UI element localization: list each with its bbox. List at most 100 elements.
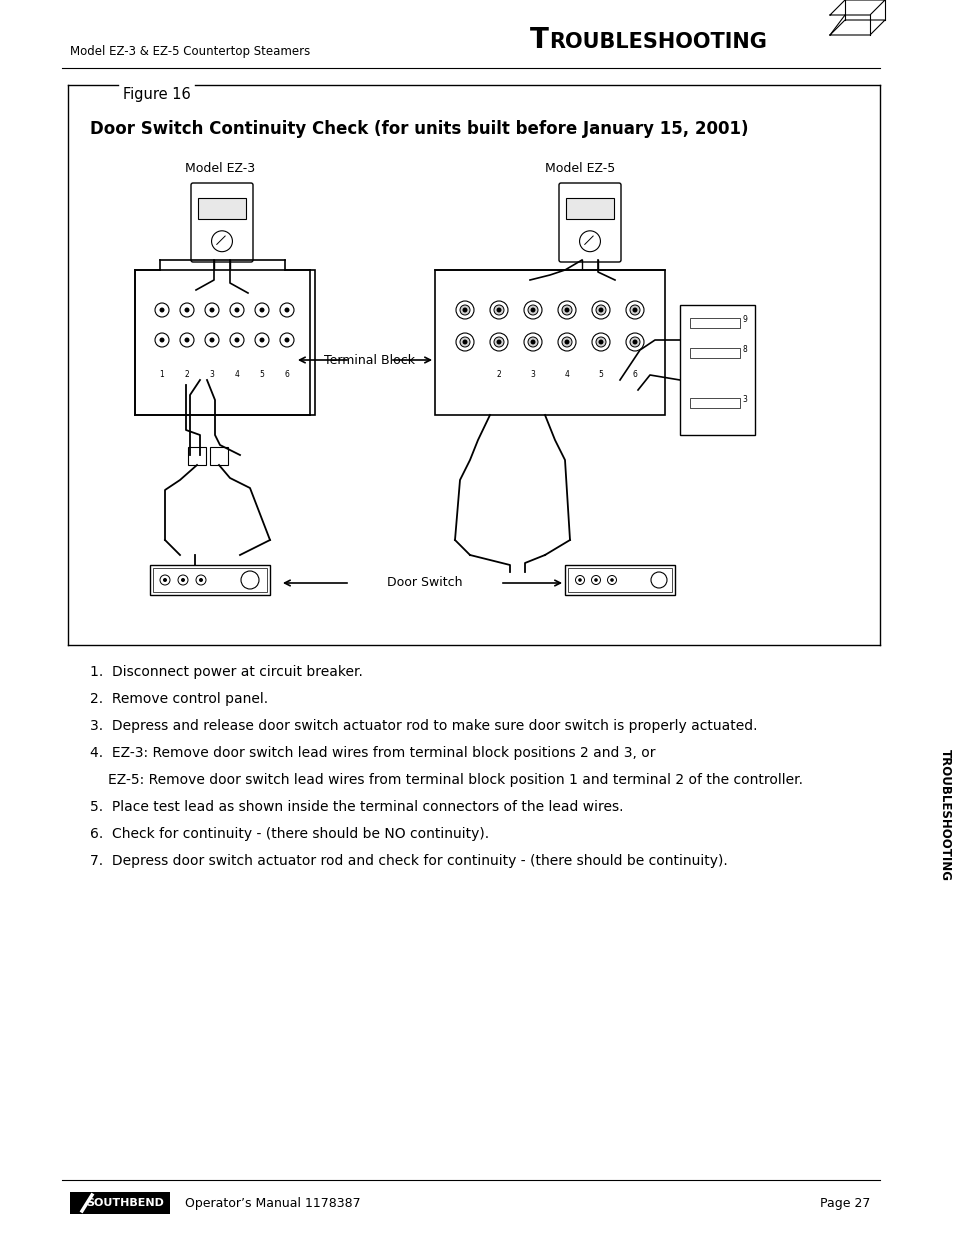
Circle shape — [592, 301, 609, 319]
Circle shape — [178, 576, 188, 585]
Text: 5: 5 — [598, 370, 603, 379]
Bar — [198, 198, 246, 219]
Text: 4: 4 — [234, 370, 239, 379]
Circle shape — [241, 571, 258, 589]
Circle shape — [592, 333, 609, 351]
Circle shape — [210, 337, 214, 342]
Circle shape — [456, 301, 474, 319]
Circle shape — [254, 303, 269, 317]
Circle shape — [530, 340, 535, 345]
Circle shape — [490, 333, 507, 351]
Bar — [565, 198, 614, 219]
Text: 8: 8 — [741, 346, 746, 354]
Circle shape — [205, 303, 219, 317]
Text: ROUBLESHOOTING: ROUBLESHOOTING — [548, 32, 766, 52]
Circle shape — [629, 337, 639, 347]
Bar — [135, 270, 314, 415]
Circle shape — [607, 576, 616, 584]
Circle shape — [527, 337, 537, 347]
Circle shape — [625, 301, 643, 319]
Circle shape — [184, 337, 190, 342]
Text: T: T — [530, 26, 548, 54]
Text: TROUBLESHOOTING: TROUBLESHOOTING — [938, 748, 950, 881]
Text: Door Switch Continuity Check (for units built before January 15, 2001): Door Switch Continuity Check (for units … — [90, 120, 748, 138]
Circle shape — [280, 333, 294, 347]
Text: 6: 6 — [632, 370, 637, 379]
Circle shape — [456, 333, 474, 351]
Circle shape — [530, 308, 535, 312]
Circle shape — [561, 337, 572, 347]
Text: 2: 2 — [497, 370, 501, 379]
Circle shape — [496, 340, 501, 345]
Bar — [689, 348, 740, 358]
Circle shape — [234, 337, 239, 342]
Circle shape — [579, 231, 599, 252]
Circle shape — [494, 305, 503, 315]
Text: Figure 16: Figure 16 — [123, 88, 191, 103]
Text: Model EZ-3 & EZ-5 Countertop Steamers: Model EZ-3 & EZ-5 Countertop Steamers — [70, 46, 310, 58]
Circle shape — [629, 305, 639, 315]
Text: Operator’s Manual 1178387: Operator’s Manual 1178387 — [185, 1197, 360, 1209]
Circle shape — [259, 337, 264, 342]
Circle shape — [561, 305, 572, 315]
Text: 3: 3 — [530, 370, 535, 379]
Circle shape — [181, 578, 185, 582]
Circle shape — [596, 337, 605, 347]
Circle shape — [523, 333, 541, 351]
Text: 6: 6 — [284, 370, 289, 379]
Bar — [210, 447, 228, 466]
Circle shape — [280, 303, 294, 317]
Bar — [435, 270, 664, 415]
Circle shape — [160, 576, 170, 585]
Text: 1: 1 — [159, 370, 164, 379]
Circle shape — [205, 333, 219, 347]
Circle shape — [163, 578, 167, 582]
Bar — [689, 317, 740, 329]
Circle shape — [558, 333, 576, 351]
Circle shape — [159, 337, 164, 342]
Circle shape — [564, 308, 569, 312]
Text: 7.  Depress door switch actuator rod and check for continuity - (there should be: 7. Depress door switch actuator rod and … — [90, 853, 727, 868]
Circle shape — [632, 308, 637, 312]
Text: 2.  Remove control panel.: 2. Remove control panel. — [90, 692, 268, 706]
Circle shape — [154, 303, 169, 317]
Bar — [564, 564, 675, 595]
Circle shape — [459, 337, 470, 347]
Circle shape — [598, 308, 603, 312]
Text: 4: 4 — [564, 370, 569, 379]
Circle shape — [462, 308, 467, 312]
Text: 6.  Check for continuity - (there should be NO continuity).: 6. Check for continuity - (there should … — [90, 827, 489, 841]
Text: Model EZ-5: Model EZ-5 — [544, 162, 615, 175]
Text: 3: 3 — [210, 370, 214, 379]
FancyBboxPatch shape — [558, 183, 620, 262]
Circle shape — [180, 333, 193, 347]
Circle shape — [527, 305, 537, 315]
Circle shape — [284, 308, 289, 312]
Circle shape — [632, 340, 637, 345]
Text: 5.  Place test lead as shown inside the terminal connectors of the lead wires.: 5. Place test lead as shown inside the t… — [90, 800, 623, 814]
Circle shape — [598, 340, 603, 345]
Bar — [567, 568, 671, 592]
Circle shape — [254, 333, 269, 347]
Circle shape — [210, 308, 214, 312]
Text: 4.  EZ-3: Remove door switch lead wires from terminal block positions 2 and 3, o: 4. EZ-3: Remove door switch lead wires f… — [90, 746, 655, 760]
Bar — [150, 564, 270, 595]
Circle shape — [596, 305, 605, 315]
Circle shape — [625, 333, 643, 351]
Circle shape — [575, 576, 584, 584]
Text: EZ-5: Remove door switch lead wires from terminal block position 1 and terminal : EZ-5: Remove door switch lead wires from… — [108, 773, 802, 787]
Circle shape — [523, 301, 541, 319]
Bar — [70, 1192, 170, 1214]
Circle shape — [199, 578, 203, 582]
Bar — [679, 305, 754, 435]
Circle shape — [195, 576, 206, 585]
Circle shape — [496, 308, 501, 312]
Bar — [152, 568, 267, 592]
FancyBboxPatch shape — [191, 183, 253, 262]
Circle shape — [259, 308, 264, 312]
Text: 5: 5 — [259, 370, 264, 379]
Text: SOUTHBEND: SOUTHBEND — [86, 1198, 164, 1208]
Circle shape — [650, 572, 666, 588]
Circle shape — [594, 578, 598, 582]
Bar — [188, 447, 206, 466]
